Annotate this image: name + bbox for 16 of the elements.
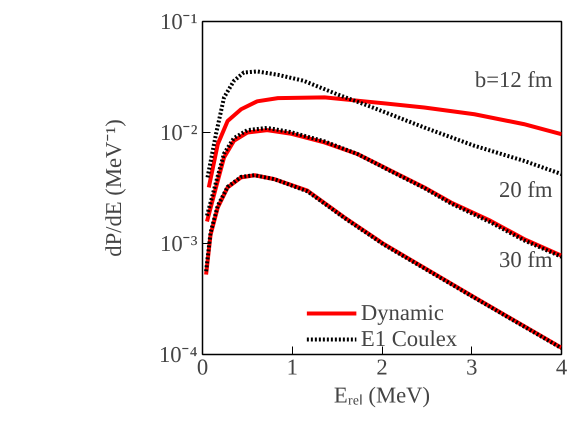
- legend-label: Dynamic: [360, 300, 444, 326]
- y-tick-label: 10⁻²: [160, 120, 198, 145]
- annotation: 20 fm: [499, 177, 553, 202]
- x-axis-title: Eᵣₑₗ (MeV): [334, 382, 430, 408]
- x-tick-label: 1: [286, 354, 298, 380]
- y-axis-title: dP/dE (MeV⁻¹): [100, 119, 126, 257]
- x-tick-label: 2: [376, 354, 388, 380]
- y-tick-label: 10⁻⁴: [158, 342, 198, 367]
- x-tick-label: 3: [466, 354, 478, 380]
- y-tick-label: 10⁻³: [160, 231, 198, 256]
- legend-label: E1 Coulex: [360, 326, 458, 352]
- annotation: 30 fm: [499, 247, 553, 272]
- x-tick-label: 4: [556, 354, 568, 380]
- y-tick-label: 10⁻¹: [160, 9, 198, 34]
- x-tick-label: 0: [196, 354, 208, 380]
- annotation: b=12 fm: [474, 67, 553, 92]
